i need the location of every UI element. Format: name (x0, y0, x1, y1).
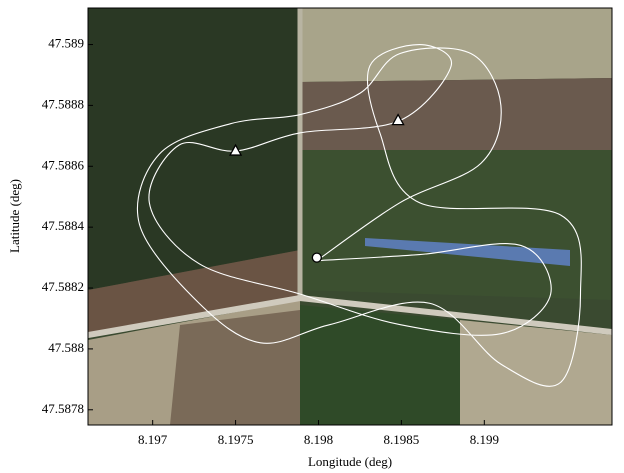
y-tick-label: 47.588 (48, 340, 84, 355)
trajectory (136, 43, 582, 387)
y-tick-label: 47.5886 (42, 157, 85, 172)
x-tick-label: 8.1975 (218, 432, 254, 447)
y-tick-label: 47.5884 (42, 218, 85, 233)
start-marker (311, 252, 322, 263)
y-tick-label: 47.5882 (42, 279, 84, 294)
y-tick-label: 47.589 (48, 36, 84, 51)
x-tick-label: 8.198 (304, 432, 333, 447)
y-axis-label: Latitude (deg) (7, 179, 22, 253)
plot-frame (87, 7, 613, 426)
x-axis-label: Longitude (deg) (308, 454, 392, 469)
waypoint-marker (228, 143, 243, 156)
x-tick-label: 8.1985 (384, 432, 420, 447)
satellite-background (88, 8, 612, 425)
x-tick-label: 8.199 (470, 432, 499, 447)
y-tick-label: 47.5888 (42, 96, 84, 111)
waypoint-marker (391, 113, 405, 126)
x-tick-label: 8.197 (138, 432, 168, 447)
y-tick-label: 47.5878 (42, 401, 84, 416)
